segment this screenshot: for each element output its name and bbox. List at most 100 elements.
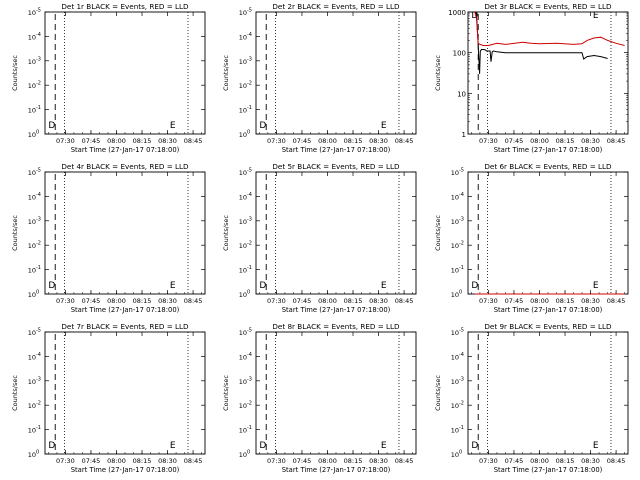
y-tick-label: 10	[239, 329, 247, 337]
y-tick-label: 10	[28, 107, 36, 115]
y-tick-label: 10	[28, 218, 36, 226]
y-tick-label: 1	[462, 131, 466, 139]
x-tick-label: 07:45	[293, 137, 312, 145]
panel-title: Det 8r BLACK = Events, RED = LLD	[272, 322, 400, 331]
x-tick-label: 08:45	[607, 137, 626, 145]
y-tick-label: 10	[28, 82, 36, 90]
end-marker-text: E	[381, 121, 387, 131]
y-tick-label: 10	[451, 353, 459, 361]
x-tick-label: 07:45	[505, 297, 524, 305]
x-tick-label: 08:15	[344, 137, 363, 145]
plot-frame	[44, 331, 206, 455]
start-marker-text: D	[471, 441, 478, 451]
panel-title: Det 3r BLACK = Events, RED = LLD	[484, 2, 612, 11]
x-tick-label: 08:00	[530, 457, 549, 465]
y-tick-exponent: -3	[247, 376, 252, 382]
x-tick-label: 08:30	[581, 457, 600, 465]
y-tick-label: 10	[451, 451, 459, 459]
y-tick-label: 10	[239, 58, 247, 66]
x-tick-label: 08:00	[318, 457, 337, 465]
y-tick-exponent: -1	[36, 265, 41, 271]
y-tick-label: 10	[451, 267, 459, 275]
start-marker-text: D	[48, 441, 55, 451]
y-tick-exponent: 0	[459, 450, 462, 456]
y-tick-label: 10	[28, 193, 36, 201]
x-tick-label: 07:30	[479, 457, 498, 465]
plot-frame	[44, 171, 206, 295]
y-tick-exponent: -2	[247, 81, 252, 87]
y-tick-exponent: -3	[247, 56, 252, 62]
y-tick-exponent: 0	[459, 290, 462, 296]
x-tick-label: 08:45	[184, 457, 203, 465]
end-marker-text: E	[170, 441, 176, 451]
y-tick-label: 10	[239, 378, 247, 386]
x-tick-label: 08:15	[344, 297, 363, 305]
start-marker-text: D	[259, 121, 266, 131]
y-tick-exponent: -5	[36, 328, 41, 334]
y-tick-label: 10	[451, 291, 459, 299]
x-tick-label: 07:45	[82, 457, 101, 465]
plot-frame	[467, 171, 629, 295]
y-axis-label: Counts/sec	[222, 215, 230, 251]
start-marker-text: D	[471, 281, 478, 291]
series-line	[474, 11, 608, 74]
x-tick-label: 08:15	[133, 457, 152, 465]
y-tick-exponent: -3	[36, 56, 41, 62]
x-tick-label: 08:45	[607, 457, 626, 465]
y-tick-label: 10	[28, 131, 36, 139]
y-axis-label: Counts/sec	[434, 375, 442, 411]
x-axis-label: Start Time (27-Jan-17 07:18:00)	[71, 466, 180, 474]
x-tick-label: 08:00	[318, 137, 337, 145]
y-axis-label: Counts/sec	[222, 375, 230, 411]
x-axis-label: Start Time (27-Jan-17 07:18:00)	[494, 306, 603, 314]
y-axis-label: Counts/sec	[434, 55, 442, 91]
y-tick-exponent: -1	[247, 265, 252, 271]
x-tick-label: 07:45	[505, 457, 524, 465]
y-tick-exponent: -3	[247, 216, 252, 222]
y-tick-label: 10	[451, 427, 459, 435]
x-tick-label: 07:30	[479, 137, 498, 145]
y-tick-exponent: -4	[247, 32, 252, 38]
y-tick-label: 10	[451, 242, 459, 250]
x-tick-label: 08:30	[369, 457, 388, 465]
y-tick-exponent: -2	[247, 401, 252, 407]
start-marker-text: D	[259, 441, 266, 451]
y-tick-exponent: -4	[36, 192, 41, 198]
y-tick-label: 10	[451, 169, 459, 177]
y-axis-label: Counts/sec	[434, 215, 442, 251]
x-axis-label: Start Time (27-Jan-17 07:18:00)	[71, 306, 180, 314]
y-tick-label: 10	[28, 402, 36, 410]
y-tick-label: 10	[451, 329, 459, 337]
x-axis-label: Start Time (27-Jan-17 07:18:00)	[282, 466, 391, 474]
y-tick-exponent: -2	[247, 241, 252, 247]
x-tick-label: 07:30	[267, 137, 286, 145]
y-tick-exponent: -2	[459, 241, 464, 247]
end-marker-text: E	[593, 11, 599, 21]
x-tick-label: 08:45	[184, 137, 203, 145]
panel-title: Det 4r BLACK = Events, RED = LLD	[61, 162, 189, 171]
y-tick-exponent: -5	[247, 328, 252, 334]
y-tick-label: 10	[451, 378, 459, 386]
y-tick-label: 10	[28, 9, 36, 17]
y-tick-exponent: -1	[459, 425, 464, 431]
y-tick-label: 10	[239, 169, 247, 177]
y-tick-exponent: 0	[247, 450, 250, 456]
y-tick-label: 10	[28, 58, 36, 66]
y-tick-label: 10	[239, 218, 247, 226]
plot-frame	[255, 11, 417, 135]
end-marker-text: E	[170, 281, 176, 291]
y-tick-exponent: 0	[247, 290, 250, 296]
y-tick-label: 10	[28, 291, 36, 299]
y-tick-exponent: -1	[36, 105, 41, 111]
x-tick-label: 08:45	[395, 137, 414, 145]
y-tick-label: 10	[239, 9, 247, 17]
y-tick-label: 10	[457, 90, 466, 98]
y-tick-label: 10	[239, 267, 247, 275]
x-tick-label: 08:15	[133, 297, 152, 305]
y-axis-label: Counts/sec	[11, 375, 19, 411]
